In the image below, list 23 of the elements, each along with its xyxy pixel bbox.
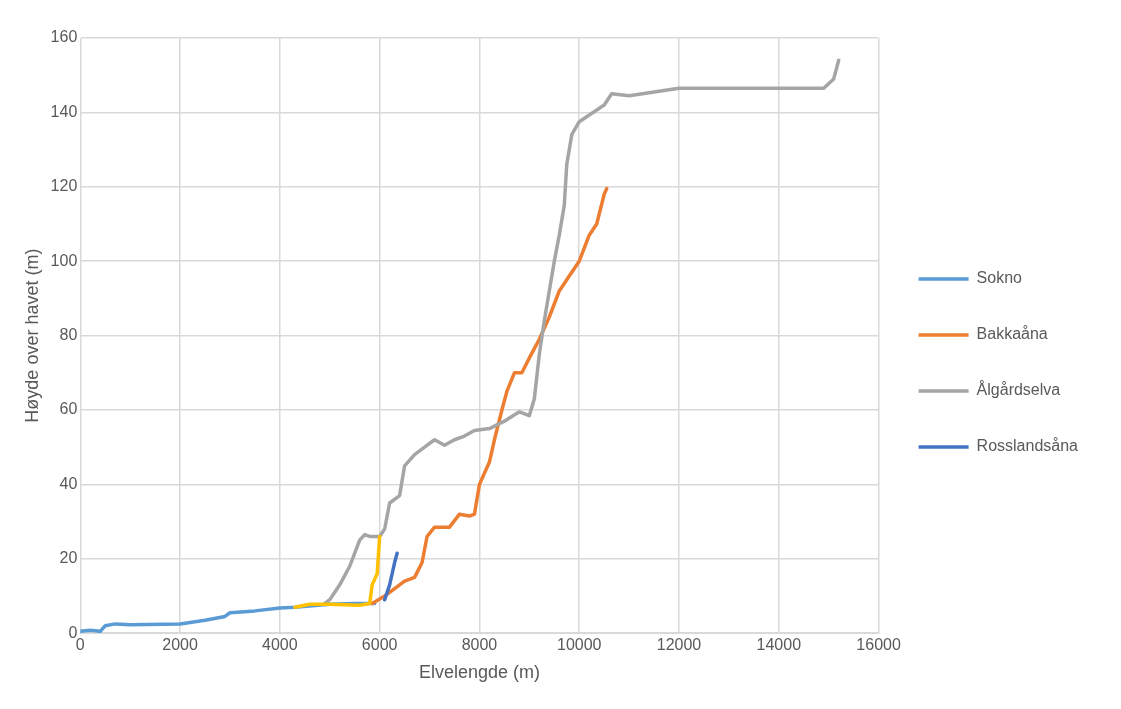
y-tick-label: 80 [59, 326, 78, 344]
x-tick-label: 4000 [262, 636, 298, 654]
y-tick-label: 20 [59, 549, 78, 567]
y-tick-label: 40 [59, 474, 78, 492]
legend-label: Rosslandsåna [976, 437, 1079, 455]
y-tick-label: 100 [50, 251, 78, 269]
x-tick-label: 16000 [856, 636, 901, 654]
x-tick-label: 2000 [162, 636, 198, 654]
y-tick-label: 60 [59, 400, 78, 418]
y-tick-label: 120 [50, 177, 78, 195]
x-tick-label: 6000 [361, 636, 398, 654]
x-axis-title: Elvelengde (m) [418, 662, 540, 683]
x-tick-label: 12000 [656, 636, 702, 654]
x-tick-label: 10000 [556, 636, 602, 654]
legend-label: Sokno [976, 269, 1023, 287]
legend-label: Bakkaåna [976, 325, 1048, 343]
y-tick-label: 160 [50, 28, 78, 46]
x-tick-label: 14000 [756, 636, 802, 654]
legend-label: Ålgårdselva [976, 380, 1061, 399]
y-axis-title: Høyde over havet (m) [21, 248, 42, 423]
x-tick-label: 8000 [461, 636, 498, 654]
y-tick-label: 140 [50, 102, 78, 120]
y-tick-label: 0 [68, 623, 78, 641]
